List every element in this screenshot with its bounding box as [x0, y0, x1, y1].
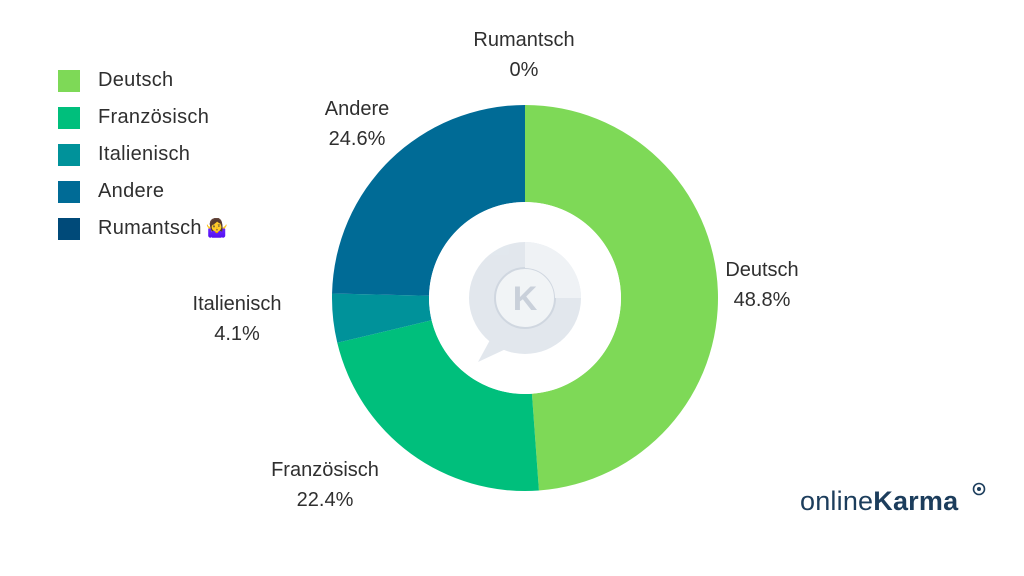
legend-swatch — [58, 106, 80, 129]
eye-badge-icon — [972, 482, 986, 496]
legend-swatch — [58, 217, 80, 240]
slice-franz-sisch — [337, 320, 539, 491]
legend-label: Italienisch — [98, 143, 191, 165]
slice-italienisch — [332, 293, 432, 343]
slice-deutsch — [525, 105, 719, 491]
donut-slices — [332, 105, 719, 491]
legend-item-rumantsch: Rumantsch 🤷‍♀️ — [58, 210, 228, 247]
brand-regular-text: online — [800, 486, 874, 516]
slice-value-franz-sisch: 22.4% — [297, 489, 354, 511]
legend-item-andere: Andere — [58, 173, 228, 210]
slice-label-italienisch: Italienisch — [193, 293, 282, 315]
slice-andere — [332, 105, 525, 296]
svg-text:K: K — [513, 280, 538, 318]
legend-label: Französisch — [98, 106, 210, 128]
legend-label: Andere — [98, 180, 165, 202]
legend-item-italienisch: Italienisch — [58, 136, 228, 173]
legend-label: Deutsch — [98, 69, 174, 91]
slice-label-andere: Andere — [325, 98, 390, 120]
slice-value-rumantsch: 0% — [510, 59, 539, 81]
brand-bold-text: Karma — [873, 486, 959, 516]
legend-item-franzoesisch: Französisch — [58, 99, 228, 136]
legend-swatch — [58, 180, 80, 203]
slice-label-franz-sisch: Französisch — [271, 459, 379, 481]
legend-swatch — [58, 69, 80, 92]
legend-item-deutsch: Deutsch — [58, 62, 228, 99]
legend-label: Rumantsch — [98, 217, 202, 239]
slice-value-andere: 24.6% — [329, 128, 386, 150]
legend-swatch — [58, 143, 80, 166]
slice-value-deutsch: 48.8% — [734, 289, 791, 311]
slice-label-deutsch: Deutsch — [725, 259, 798, 281]
shrug-emoji-icon: 🤷‍♀️ — [205, 218, 229, 238]
chat-bubble-k-logo-icon: K — [469, 242, 581, 362]
chart-legend: Deutsch Französisch Italienisch Andere R… — [58, 62, 228, 247]
brand-logo: onlineKarma — [800, 486, 958, 517]
slice-value-italienisch: 4.1% — [214, 323, 260, 345]
slice-labels: Deutsch 48.8% Französisch 22.4% Italienisch 4… — [193, 29, 799, 511]
slice-label-rumantsch: Rumantsch — [473, 29, 574, 51]
